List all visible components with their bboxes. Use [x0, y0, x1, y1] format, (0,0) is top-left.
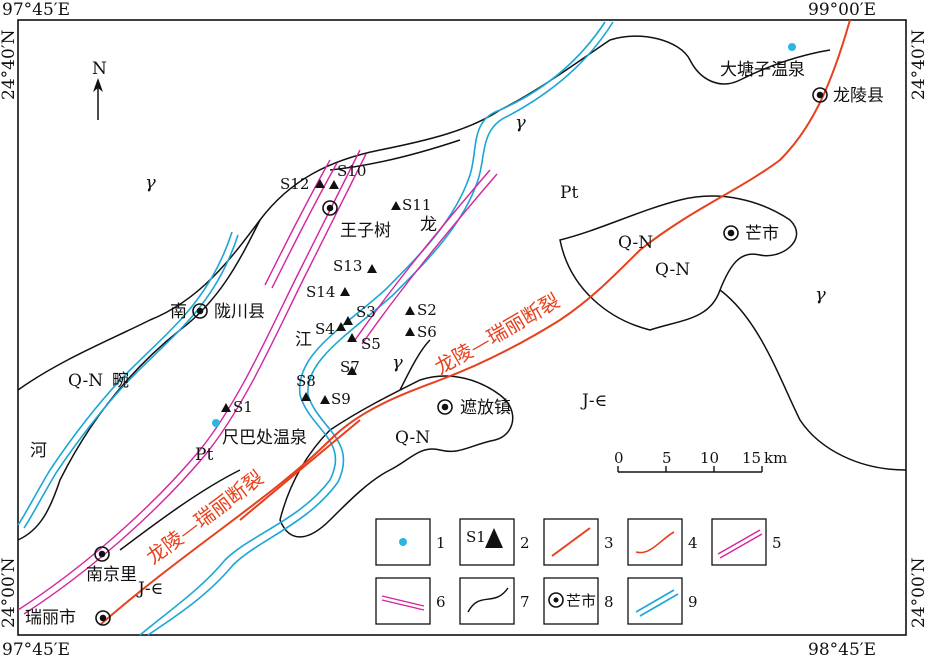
coord-right-bottom: 24°00′N — [909, 557, 929, 628]
place-zhefang: 遮放镇 — [460, 398, 511, 418]
legend-boundary-black-icon — [467, 587, 509, 613]
site-s7: S7 — [340, 358, 360, 376]
scale-tick-5: 5 — [662, 449, 672, 467]
river-label-jiang: 江 — [295, 330, 312, 350]
place-mangshi: 芒市 — [745, 224, 779, 244]
site-s10: S10 — [337, 162, 366, 180]
hotspring-icon — [212, 419, 220, 427]
unit-gamma-4: γ — [392, 352, 403, 373]
unit-gamma-2: γ — [515, 112, 526, 133]
site-s4: S4 — [315, 320, 335, 338]
unit-qn-4: Q-N — [395, 428, 430, 448]
unit-pt-top: Pt — [560, 183, 578, 203]
legend-num-6: 6 — [436, 593, 446, 611]
legend-pink-double-icon — [381, 595, 425, 611]
river-label-long: 龙 — [420, 215, 437, 235]
coord-top-left: 97°45′E — [2, 0, 70, 20]
main-fault — [99, 19, 851, 626]
place-chibachu: 尺巴处温泉 — [222, 428, 307, 448]
site-s13: S13 — [333, 257, 362, 275]
place-longchuan: 陇川县 — [214, 302, 265, 322]
unit-je-1: J-∈ — [580, 391, 607, 411]
unit-gamma-3: γ — [815, 284, 826, 305]
river-label-nan: 南 — [170, 302, 187, 322]
legend-hotspring-icon — [399, 538, 407, 546]
scale-unit: km — [764, 449, 787, 467]
legend-num-2: 2 — [520, 534, 530, 552]
city-markers — [94, 87, 828, 626]
legend-triangle-icon — [485, 528, 503, 548]
legend-city-dot-icon — [553, 597, 559, 603]
unit-pt-left: Pt — [195, 445, 213, 465]
site-s2: S2 — [417, 301, 437, 319]
legend-pink-fault-icon — [717, 529, 763, 559]
place-ruili: 瑞丽市 — [25, 608, 76, 628]
legend-num-4: 4 — [688, 534, 698, 552]
legend-sample-site: S1 — [466, 528, 486, 546]
coord-left-top: 24°40′N — [0, 29, 19, 100]
site-s5: S5 — [361, 335, 381, 353]
legend-num-5: 5 — [772, 534, 782, 552]
scale-tick-0: 0 — [614, 449, 624, 467]
coord-bottom-left: 97°45′E — [2, 640, 70, 660]
place-nanjingli: 南京里 — [86, 565, 137, 585]
legend-fault-icon — [551, 527, 591, 557]
coord-right-top: 24°40′N — [909, 29, 929, 100]
north-arrow-icon — [93, 78, 103, 120]
site-s1: S1 — [233, 398, 253, 416]
site-s14: S14 — [306, 283, 335, 301]
scale-tick-10: 10 — [700, 449, 719, 467]
site-s8: S8 — [296, 372, 316, 390]
scale-bar — [617, 466, 763, 473]
rivers — [17, 21, 614, 636]
legend-num-3: 3 — [604, 534, 614, 552]
legend-num-1: 1 — [436, 534, 446, 552]
legend-num-7: 7 — [520, 593, 530, 611]
river-label-he: 河 — [30, 441, 47, 461]
site-s12: S12 — [280, 175, 309, 193]
unit-qn-2: Q-N — [655, 260, 690, 280]
coord-bottom-right: 98°45′E — [808, 640, 876, 660]
legend-num-8: 8 — [604, 593, 614, 611]
site-s9: S9 — [331, 390, 351, 408]
place-longling: 龙陵县 — [833, 86, 884, 106]
coord-top-right: 99°00′E — [808, 0, 876, 20]
geologic-boundaries — [17, 35, 907, 551]
legend-num-9: 9 — [688, 593, 698, 611]
site-s11: S11 — [402, 196, 431, 214]
site-s6: S6 — [417, 323, 437, 341]
north-label: N — [92, 59, 107, 79]
coord-left-bottom: 24°00′N — [0, 557, 19, 628]
site-s3: S3 — [356, 303, 376, 321]
unit-qn-3: Q-N — [68, 371, 103, 391]
unit-je-2: J-∈ — [136, 579, 163, 599]
scale-tick-15: 15 — [742, 449, 761, 467]
river-label-wan: 畹 — [112, 371, 129, 391]
legend-river-icon — [635, 589, 679, 617]
place-wangzishu: 王子树 — [340, 221, 391, 241]
place-datangzi: 大塘子温泉 — [720, 60, 805, 80]
legend-boundary-red-icon — [635, 531, 675, 554]
hotspring-icon — [788, 43, 796, 51]
sample-site-markers — [221, 179, 415, 412]
legend-sample-city: 芒市 — [566, 592, 596, 610]
unit-gamma-1: γ — [145, 172, 156, 193]
legend-city-icon — [548, 592, 564, 608]
pink-faults — [17, 149, 498, 615]
unit-qn-1: Q-N — [618, 233, 653, 253]
